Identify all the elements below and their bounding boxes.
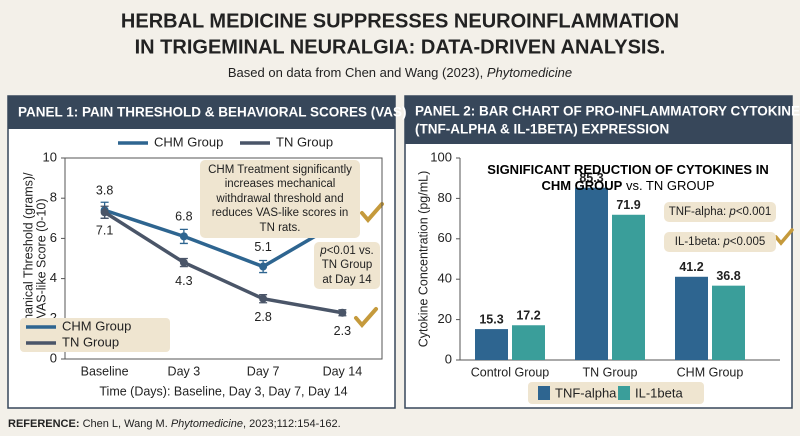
value-label: 71.9 [616,198,640,212]
check-icon [360,202,384,224]
inner-title-bold: SIGNIFICANT REDUCTION OF CYTOKINES IN CH… [487,162,769,194]
subtitle: Based on data from Chen and Wang (2023),… [228,65,572,80]
point-label: 3.8 [96,184,113,198]
stat-label: TNF-alpha: [668,206,730,218]
legend-label: TN Group [276,134,333,149]
check-icon [774,228,794,246]
panel-title: PANEL 2: BAR CHART OF PRO-INFLAMMATORY C… [415,104,800,119]
stat-value: <0.005 [729,236,766,248]
bar [575,187,608,360]
x-tick-label: CHM Group [677,365,744,379]
point-label: 2.3 [334,324,351,338]
plot-frame [64,157,383,360]
y-tick-label: 4 [50,270,57,285]
panel-title: (TNF-ALPHA & IL-1BETA) EXPRESSION [415,122,669,137]
data-point [259,262,268,271]
annotation: p<0.01 vs. TN Group at Day 14 [314,242,380,290]
y-axis-label: Mechanical Threshold (grams)/ [21,172,35,345]
y-tick-label: 8 [50,190,57,205]
point-label: 6.8 [175,210,192,224]
value-label: 36.8 [716,269,740,283]
stat-symbol: p [729,206,736,218]
point-label: 4.3 [175,274,192,288]
bar [675,276,708,360]
x-tick-label: Day 3 [168,364,201,378]
x-tick-label: TN Group [583,365,638,379]
legend-label: CHM Group [154,134,223,149]
x-tick-label: Baseline [81,364,129,378]
title: HERBAL MEDICINE SUPPRESSES NEUROINFLAMMA… [121,10,679,32]
check-icon [354,307,378,329]
data-point [259,294,268,303]
subtitle-journal: Phytomedicine [487,65,572,80]
legend-swatch [538,386,550,400]
data-point [179,258,188,267]
legend-swatch [618,386,630,400]
reference-label: REFERENCE: [8,418,80,430]
data-point [179,232,188,241]
y-tick-label: 20 [438,311,452,326]
inner-title: SIGNIFICANT REDUCTION OF CYTOKINES IN CH… [478,162,778,195]
legend-label: TN Group [62,334,119,349]
data-point [338,308,347,317]
stat-note: TNF-alpha: p<0.001 [664,202,776,223]
stat-value: <0.001 [735,206,772,218]
x-axis-label: Time (Days): Baseline, Day 3, Day 7, Day… [99,384,347,398]
point-label: 5.1 [254,240,271,254]
y-tick-label: 40 [438,271,452,286]
panel-title: PANEL 1: PAIN THRESHOLD & BEHAVIORAL SCO… [18,105,407,120]
reference-text: Chen L, Wang M. [80,418,171,430]
reference: REFERENCE: Chen L, Wang M. Phytomedicine… [8,418,341,430]
panel-1-header [8,96,395,129]
legend-box [528,382,704,404]
bar [512,325,545,360]
stat-note: IL-1beta: p<0.005 [664,232,776,253]
y-tick-label: 100 [430,149,452,164]
value-label: 15.3 [479,312,503,326]
bar [612,214,645,360]
y-tick-label: 6 [50,230,57,245]
point-label: 7.1 [96,224,113,238]
y-tick-label: 2 [50,310,57,325]
legend-box [20,318,170,352]
reference-text: , 2023;112:154-162. [243,418,341,430]
stat-symbol: p [320,245,327,257]
y-tick-label: 0 [50,350,57,365]
value-label: 17.2 [516,309,540,323]
inner-title-rest: vs. TN GROUP [622,178,715,194]
series-line [104,208,344,269]
x-tick-label: Day 14 [323,364,363,378]
y-tick-label: 10 [43,149,57,164]
annotation: CHM Treatment significantly increases me… [200,160,360,238]
y-axis-label: VAS-like Score (0-10) [34,199,48,319]
y-tick-label: 80 [438,190,452,205]
legend-label: TNF-alpha [555,385,617,400]
y-axis-label: Cytokine Concentration (pg/mL) [416,171,430,347]
x-tick-label: Day 7 [247,364,280,378]
point-label: 2.8 [254,310,271,324]
y-tick-label: 0 [445,351,452,366]
subtitle-text: Based on data from Chen and Wang (2023), [228,65,487,80]
value-label: 41.2 [679,260,703,274]
stat-text: <0.01 vs. TN Group at Day 14 [321,245,374,286]
panel-2-header [405,96,792,144]
stat-label: IL-1beta: [674,236,724,248]
series-line [103,210,343,315]
bar [712,285,745,360]
value-label: 85.3 [579,171,603,185]
legend-label: CHM Group [62,318,131,333]
x-tick-label: Control Group [471,365,550,379]
bar [475,329,508,360]
reference-journal: Phytomedicine [171,418,243,430]
legend-label: IL-1beta [635,385,683,400]
title: IN TRIGEMINAL NEURALGIA: DATA-DRIVEN ANA… [135,36,666,58]
stat-symbol: p [723,236,730,248]
data-point [100,208,109,217]
y-tick-label: 60 [438,230,452,245]
